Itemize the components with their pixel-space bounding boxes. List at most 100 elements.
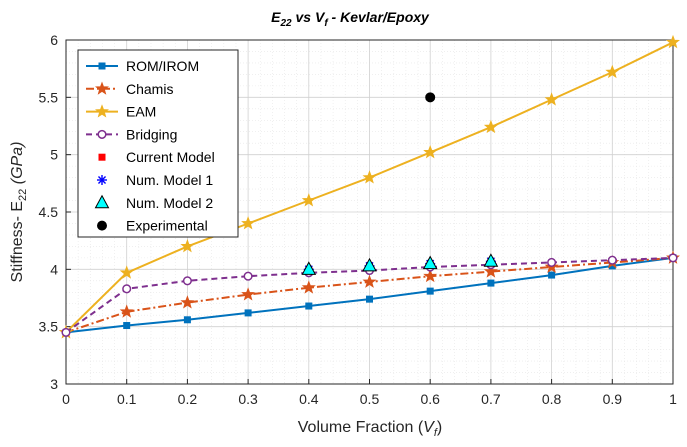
x-tick-label: 0.1: [117, 391, 137, 407]
series-line-bridging: [65, 256, 674, 334]
data-point-num-model-2: [362, 257, 377, 272]
legend-item-num-model-2: Num. Model 2: [94, 194, 213, 211]
chart-title: E22 vs Vf - Kevlar/Epoxy: [271, 9, 430, 29]
legend-label-num-model-1: Num. Model 1: [126, 172, 213, 188]
y-axis-title: Stiffness- E22 (GPa): [9, 142, 29, 283]
legend-item-eam: EAM: [86, 104, 156, 120]
data-point-bridging: [61, 327, 71, 337]
x-tick-label: 0.2: [178, 391, 198, 407]
data-point-chamis: [180, 295, 195, 309]
legend-marker-num-model-2: [94, 194, 110, 209]
legend-marker-eam: [95, 104, 109, 118]
data-point-rom-irom: [305, 302, 313, 310]
y-axis-ticks: 3 3.5 4 4.5 5 5.5 6: [39, 32, 71, 392]
legend-marker-rom-irom: [98, 62, 106, 70]
legend-marker-experimental: [97, 220, 107, 231]
data-point-bridging: [182, 276, 192, 286]
y-tick-label: 5: [50, 147, 58, 163]
data-point-eam: [483, 119, 498, 134]
data-point-eam: [301, 193, 316, 207]
data-point-eam: [180, 239, 195, 253]
data-point-rom-irom: [123, 322, 131, 330]
y-tick-label: 6: [50, 32, 58, 48]
legend-label-bridging: Bridging: [126, 126, 177, 142]
data-point-eam: [119, 265, 134, 279]
data-point-num-model-2: [483, 253, 499, 267]
x-axis-ticks: 0 0.1 0.2 0.3 0.4 0.5 0.6 0.7 0.8 0.9 1: [62, 379, 677, 407]
legend-label-rom-irom: ROM/IROM: [126, 58, 199, 74]
legend-item-num-model-1: Num. Model 1: [97, 172, 213, 188]
x-tick-label: 0.3: [238, 391, 258, 407]
data-point-chamis: [241, 287, 256, 301]
legend-marker-num-model-1: [97, 175, 107, 185]
data-point-rom-irom: [487, 279, 495, 287]
legend-label-current-model: Current Model: [126, 149, 215, 165]
data-point-rom-irom: [548, 271, 556, 279]
legend-items: ROM/IROM Chamis EAM Bridging Current Model Nu…: [86, 58, 215, 234]
y-tick-label: 4: [50, 261, 58, 277]
x-tick-label: 0.7: [481, 391, 501, 407]
y-axis-title-sub: 22: [17, 189, 29, 201]
legend-marker-chamis: [95, 81, 109, 95]
x-tick-label: 1: [669, 391, 677, 407]
data-point-bridging: [668, 253, 678, 263]
legend: ROM/IROM Chamis EAM Bridging Current Model Nu…: [77, 49, 239, 238]
data-point-bridging: [547, 257, 557, 268]
x-tick-label: 0.8: [542, 391, 562, 407]
asterisk-stroke: [97, 175, 107, 185]
title-main: E: [271, 9, 281, 25]
series-num-model-2: [301, 253, 499, 275]
x-tick-label: 0.6: [420, 391, 440, 407]
data-point-experimental: [425, 92, 436, 103]
data-point-eam: [666, 34, 680, 49]
legend-item-current-model: Current Model: [98, 149, 215, 165]
title-rest: - Kevlar/Epoxy: [328, 9, 430, 25]
data-point-chamis: [362, 274, 377, 288]
x-tick-label: 0.5: [360, 391, 380, 407]
y-axis-title-main: Stiffness- E: [9, 201, 26, 283]
legend-label-num-model-2: Num. Model 2: [126, 195, 213, 211]
data-point-eam: [423, 145, 438, 159]
title-main-sub: 22: [280, 18, 293, 29]
data-point-chamis: [423, 268, 438, 283]
y-tick-label: 5.5: [39, 89, 59, 105]
data-point-rom-irom: [244, 309, 252, 317]
legend-label-experimental: Experimental: [126, 218, 208, 234]
x-tick-label: 0.9: [603, 391, 623, 407]
series-experimental: [425, 92, 436, 103]
legend-label-chamis: Chamis: [126, 81, 173, 97]
legend-marker-bridging: [97, 129, 107, 139]
y-tick-label: 3.5: [39, 319, 59, 335]
x-axis-title-close: ): [437, 419, 442, 436]
legend-item-rom-irom: ROM/IROM: [86, 58, 199, 74]
title-vs: vs V: [292, 9, 326, 25]
legend-marker-current-model: [98, 153, 106, 161]
x-axis-title-sub: f: [434, 427, 438, 439]
legend-item-bridging: Bridging: [86, 126, 177, 142]
x-axis-title: Volume Fraction (Vf): [298, 419, 442, 439]
data-point-chamis: [119, 304, 134, 318]
x-tick-label: 0: [62, 391, 70, 407]
x-tick-label: 0.4: [299, 391, 319, 407]
y-tick-label: 3: [50, 376, 58, 392]
title-vs-sub: f: [324, 18, 329, 29]
data-point-bridging: [607, 255, 617, 265]
data-point-eam: [544, 92, 559, 106]
data-point-bridging: [243, 271, 253, 281]
data-point-eam: [362, 170, 377, 184]
data-point-chamis: [483, 264, 498, 278]
data-point-rom-irom: [426, 287, 434, 295]
legend-item-experimental: Experimental: [97, 218, 208, 234]
data-point-num-model-2: [301, 261, 317, 275]
data-point-chamis: [301, 280, 316, 294]
data-point-eam: [605, 64, 620, 79]
series-layer: [59, 34, 680, 339]
legend-item-chamis: Chamis: [86, 81, 173, 97]
y-axis-title-unit: (GPa): [9, 142, 26, 189]
data-point-bridging: [122, 284, 132, 294]
legend-label-eam: EAM: [126, 104, 156, 120]
data-point-eam: [241, 216, 256, 230]
x-axis-title-main: Volume Fraction (: [298, 419, 424, 436]
y-tick-label: 4.5: [39, 204, 59, 220]
x-axis-title-italic: V: [423, 419, 435, 436]
